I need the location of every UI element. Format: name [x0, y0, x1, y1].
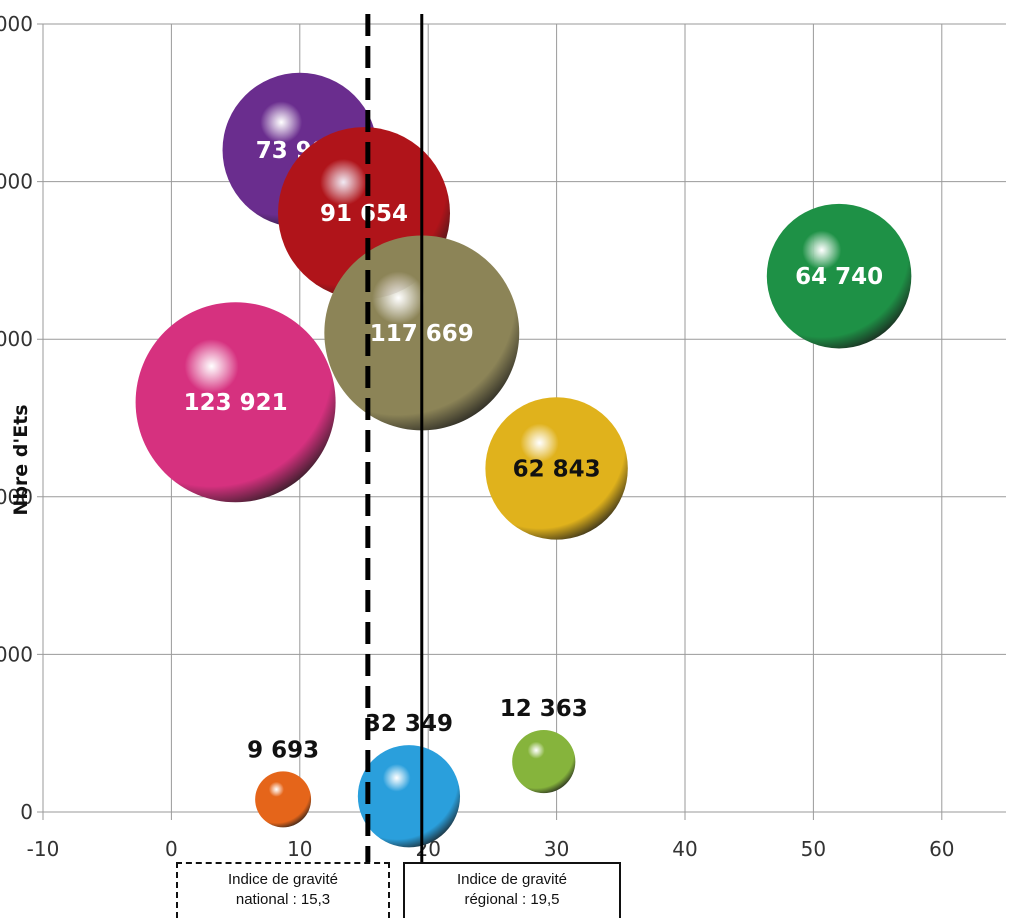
bubble-data-label: 9 693: [247, 737, 319, 763]
bubble-data-label: 64 740: [795, 264, 883, 290]
regional-index-label-line1: Indice de gravité: [456, 871, 568, 888]
x-tick-label: 60: [929, 837, 954, 861]
bubble: [135, 302, 336, 503]
x-tick-label: 30: [544, 837, 569, 861]
bubble: [255, 771, 312, 828]
bubble: [512, 729, 576, 794]
y-tick-label: 15 000: [0, 327, 33, 351]
regional-index-label-line2: régional : 19,5: [464, 891, 560, 908]
bubble: [766, 203, 912, 349]
bubble-data-label: 123 921: [184, 390, 288, 416]
national-index-label-line2: national : 15,3: [235, 891, 331, 908]
x-tick-label: -10: [27, 837, 60, 861]
national-index-label: Indice de gravité national : 15,3: [176, 862, 390, 918]
x-tick-label: 40: [672, 837, 697, 861]
y-tick-label: 25 000: [0, 12, 33, 36]
y-tick-label: 0: [20, 800, 33, 824]
bubble-data-label: 32 349: [365, 711, 453, 737]
reference-lines: [365, 14, 424, 862]
y-tick-label: 20 000: [0, 170, 33, 194]
bubble-data-label: 91 654: [320, 201, 408, 227]
regional-index-label: Indice de gravité régional : 19,5: [403, 862, 621, 918]
x-tick-label: 10: [287, 837, 312, 861]
bubble-data-label: 62 843: [513, 456, 601, 482]
x-tick-label: 0: [165, 837, 178, 861]
bubble: [357, 745, 461, 848]
bubble: [485, 397, 628, 540]
x-tick-label: 50: [801, 837, 826, 861]
y-axis-label: Nbre d'Ets: [10, 404, 32, 515]
y-tick-label: 10 000: [0, 485, 33, 509]
national-index-label-line1: Indice de gravité: [227, 871, 339, 888]
bubble-data-label: 12 363: [500, 696, 588, 722]
y-tick-label: 5 000: [0, 642, 33, 666]
